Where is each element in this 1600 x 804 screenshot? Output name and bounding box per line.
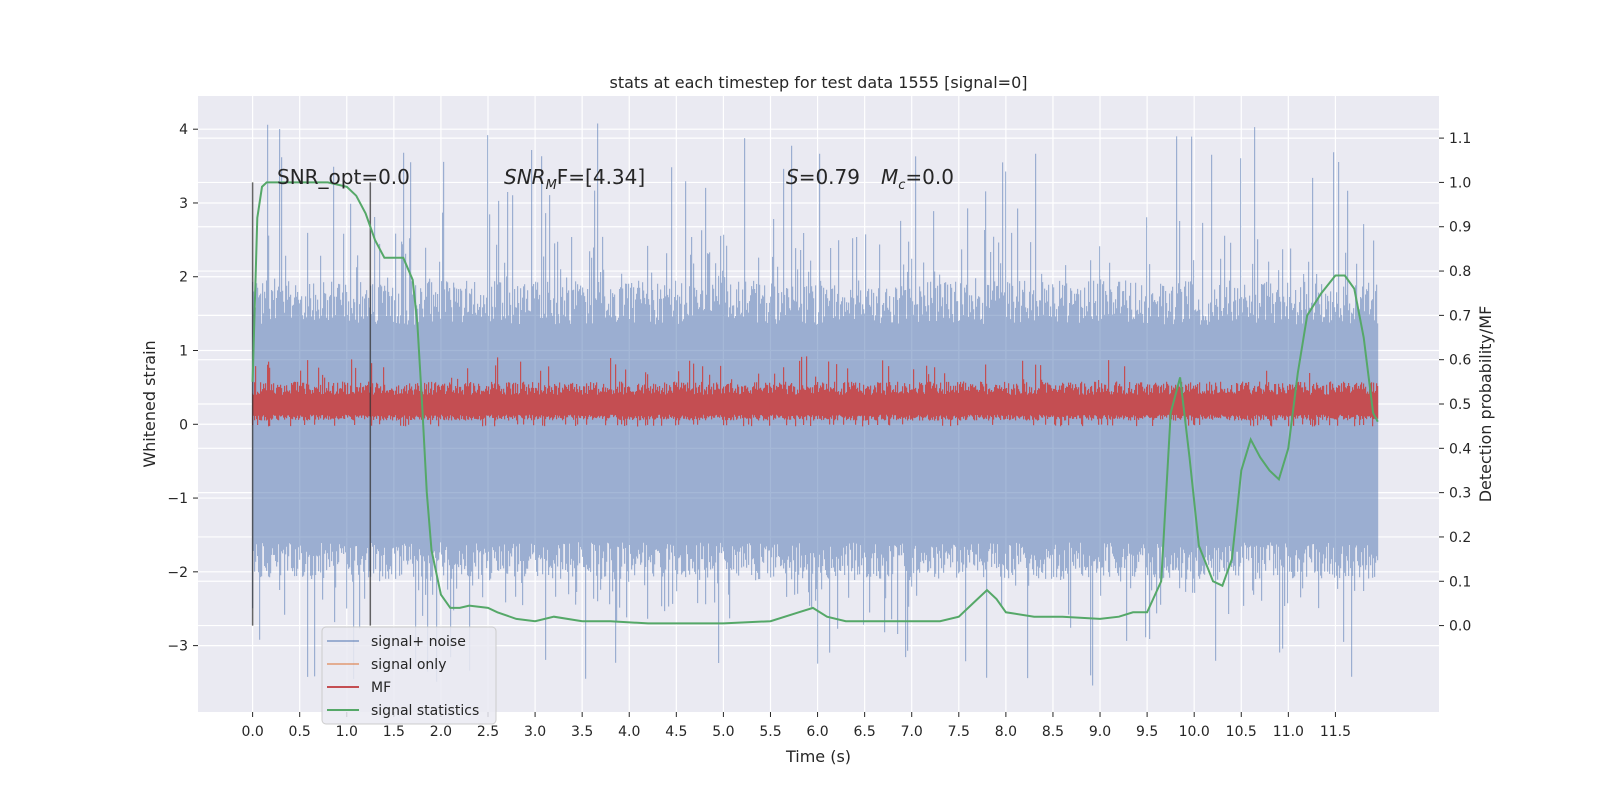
y2-tick-label: 0.9 [1449, 220, 1471, 236]
s-symbol: S [786, 165, 799, 189]
x-tick-label: 5.0 [712, 724, 734, 740]
x-tick-label: 11.0 [1273, 724, 1304, 740]
mc-subscript: c [898, 178, 905, 193]
y2-axis-ticks: 1.1 1.0 0.9 0.8 0.7 0.6 0.5 0.4 0.3 0.2 0.1 0.0 [1439, 131, 1471, 635]
chart-title: stats at each timestep for test data 155… [609, 73, 1027, 92]
y2-tick-label: 0.1 [1449, 574, 1471, 590]
x-tick-label: 9.5 [1136, 724, 1158, 740]
y-tick-label: 1 [179, 344, 188, 360]
x-tick-label: 1.0 [336, 724, 358, 740]
signal-statistics-line [251, 181, 1379, 625]
y2-tick-label: 0.2 [1449, 530, 1471, 546]
x-tick-label: 7.0 [901, 724, 923, 740]
x-tick-label: 1.5 [383, 724, 405, 740]
x-tick-label: 2.5 [477, 724, 499, 740]
y-tick-label: 4 [179, 122, 188, 138]
annotation-mc: Mc=0.0 [881, 165, 954, 193]
legend-label-signal-only: signal only [371, 657, 446, 673]
annotation-snr-mf: SNRMF=[4.34] [504, 165, 645, 193]
x-tick-label: 6.0 [806, 724, 828, 740]
y2-tick-label: 0.5 [1449, 397, 1471, 413]
legend: signal+ noise signal only MF signal stat… [321, 626, 497, 725]
y-axis-label: Whitened strain [140, 340, 159, 467]
x-tick-label: 5.5 [759, 724, 781, 740]
x-tick-label: 4.0 [618, 724, 640, 740]
legend-label-signal-statistics: signal statistics [371, 703, 479, 719]
x-tick-label: 3.0 [524, 724, 546, 740]
snr-mf-subscript: M [546, 178, 557, 193]
y2-tick-label: 0.8 [1449, 264, 1471, 280]
y-axis-ticks: 4 3 2 1 0 −1 −2 −3 [167, 122, 198, 655]
y2-tick-label: 0.0 [1449, 619, 1471, 635]
x-tick-label: 8.0 [995, 724, 1017, 740]
snr-mf-value: F=[4.34] [557, 165, 645, 189]
x-axis-label: Time (s) [785, 747, 851, 766]
snr-mf-symbol: SNR [504, 165, 546, 189]
legend-label-signal-noise: signal+ noise [371, 634, 466, 650]
vertical-markers [251, 182, 372, 626]
x-tick-label: 9.0 [1089, 724, 1111, 740]
legend-label-mf: MF [371, 680, 391, 696]
x-tick-label: 0.0 [241, 724, 263, 740]
x-tick-label: 10.0 [1179, 724, 1210, 740]
y-tick-label: 2 [179, 270, 188, 286]
x-axis-ticks: 0.0 0.5 1.0 1.5 2.0 2.5 3.0 3.5 4.0 4.5 5.0 5.5 6.0 6… [241, 712, 1351, 740]
annotation-snr-opt: SNR_opt=0.0 [277, 165, 410, 189]
x-tick-label: 10.5 [1226, 724, 1257, 740]
x-tick-label: 2.0 [430, 724, 452, 740]
y2-tick-label: 1.1 [1449, 131, 1471, 147]
y-tick-label: −2 [167, 565, 188, 581]
x-tick-label: 7.5 [948, 724, 970, 740]
y2-tick-label: 0.7 [1449, 308, 1471, 324]
y2-tick-label: 0.3 [1449, 486, 1471, 502]
y-tick-label: −1 [167, 491, 188, 507]
x-tick-label: 4.5 [665, 724, 687, 740]
annotation-s: S=0.79 [786, 165, 860, 189]
y-tick-label: −3 [167, 639, 188, 655]
x-tick-label: 11.5 [1320, 724, 1351, 740]
x-tick-label: 8.5 [1042, 724, 1064, 740]
y-tick-label: 0 [179, 417, 188, 433]
y2-axis-label: Detection probability/MF [1476, 306, 1495, 503]
legend-box [321, 626, 497, 725]
y-tick-label: 3 [179, 196, 188, 212]
mc-symbol: M [881, 165, 898, 189]
x-tick-label: 6.5 [854, 724, 876, 740]
y2-tick-label: 1.0 [1449, 175, 1471, 191]
y2-tick-label: 0.6 [1449, 353, 1471, 369]
y2-tick-label: 0.4 [1449, 441, 1471, 457]
x-tick-label: 0.5 [289, 724, 311, 740]
mc-value: =0.0 [905, 165, 954, 189]
x-tick-label: 3.5 [571, 724, 593, 740]
s-value: =0.79 [799, 165, 860, 189]
